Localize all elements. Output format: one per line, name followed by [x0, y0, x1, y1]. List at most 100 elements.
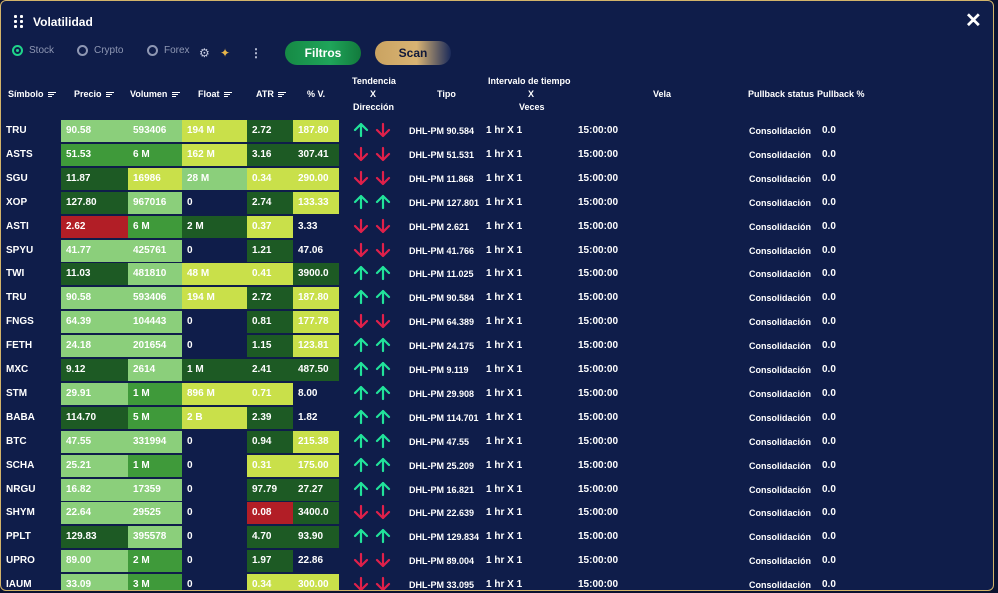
cell-tipo: DHL-PM 89.004	[409, 556, 475, 567]
cell-symbol: SCHA	[6, 459, 35, 471]
cell-atr: 2.72	[247, 287, 293, 310]
drag-handle-icon[interactable]	[14, 15, 26, 29]
radio-stock[interactable]: Stock	[12, 45, 54, 56]
arrow-down-icon	[353, 552, 369, 571]
cell-pullback-status: Consolidación	[749, 173, 812, 184]
table-row[interactable]: IAUM 33.09 3 M 0 0.34 300.00 DHL-PM 33.095 1 hr…	[1, 573, 993, 591]
filtros-button[interactable]: Filtros	[285, 41, 361, 65]
table-row[interactable]: ASTS 51.53 6 M 162 M 3.16 307.41 DHL-PM 51.531…	[1, 143, 993, 167]
header-precio-label: Precio	[74, 89, 102, 99]
title-bar: Volatilidad ✕	[1, 1, 993, 41]
cell-atr: 0.71	[247, 382, 293, 405]
table-row[interactable]: FETH 24.18 201654 0 1.15 123.81 DHL-PM 24.175 1…	[1, 334, 993, 358]
header-volumen-label: Volumen	[130, 89, 168, 99]
cell-vela: 15:00:00	[578, 411, 619, 423]
cell-pv: 27.27	[293, 478, 339, 501]
table-row[interactable]: MXC 9.12 2614 1 M 2.41 487.50 DHL-PM 9.119 1 hr…	[1, 358, 993, 382]
radio-crypto-label: Crypto	[94, 45, 124, 56]
cell-precio: 25.21	[61, 454, 128, 477]
table-row[interactable]: BTC 47.55 331994 0 0.94 215.38 DHL-PM 47.55 1 h…	[1, 430, 993, 454]
trend-arrows	[353, 289, 393, 307]
cell-float: 0	[187, 435, 193, 447]
arrow-down-icon	[353, 242, 369, 261]
cell-intervalo: 1 hr X 1	[486, 411, 523, 423]
cell-pullback-status: Consolidación	[749, 508, 812, 519]
header-simbolo[interactable]: Símbolo	[8, 89, 57, 99]
cell-float: 0	[187, 459, 193, 471]
cell-symbol: TWI	[6, 268, 25, 280]
cell-pullback-pct: 0.0	[822, 268, 836, 280]
cell-tipo: DHL-PM 29.908	[409, 388, 475, 399]
radio-unselected-icon	[77, 45, 88, 56]
header-precio[interactable]: Precio	[74, 89, 115, 99]
cell-vela: 15:00:00	[578, 316, 619, 328]
cell-pullback-status: Consolidación	[749, 221, 812, 232]
cell-tipo: DHL-PM 33.095	[409, 580, 475, 591]
scan-button[interactable]: Scan	[375, 41, 451, 65]
cell-volumen: 593406	[128, 120, 182, 142]
cell-volumen: 425761	[128, 239, 182, 262]
cell-tipo: DHL-PM 129.834	[409, 532, 480, 543]
table-row[interactable]: TRU 90.58 593406 194 M 2.72 187.80 DHL-PM 90.5…	[1, 119, 993, 143]
cell-symbol: ASTS	[6, 148, 33, 160]
close-icon[interactable]: ✕	[965, 10, 982, 32]
cell-volumen: 967016	[128, 191, 182, 214]
cell-atr: 97.79	[247, 478, 293, 501]
cell-symbol: STM	[6, 387, 28, 399]
trend-arrows	[353, 313, 393, 331]
more-vertical-icon[interactable]: ⋮	[250, 46, 262, 60]
arrow-up-icon	[353, 433, 369, 452]
cell-atr: 0.08	[247, 502, 293, 525]
header-volumen[interactable]: Volumen	[130, 89, 180, 99]
table-row[interactable]: TWI 11.03 481810 48 M 0.41 3900.0 DHL-PM 11.02…	[1, 262, 993, 286]
cell-pullback-pct: 0.0	[822, 244, 836, 256]
header-pv[interactable]: % V.	[307, 89, 326, 99]
cell-atr: 1.15	[247, 335, 293, 358]
radio-crypto[interactable]: Crypto	[77, 45, 123, 56]
cell-pullback-pct: 0.0	[822, 387, 836, 399]
cell-pullback-pct: 0.0	[822, 148, 836, 160]
cell-pullback-pct: 0.0	[822, 531, 836, 543]
table-row[interactable]: SGU 11.87 16986 28 M 0.34 290.00 DHL-PM 11.868…	[1, 167, 993, 191]
radio-forex[interactable]: Forex	[147, 45, 190, 56]
table-row[interactable]: XOP 127.80 967016 0 2.74 133.33 DHL-PM 127.801…	[1, 191, 993, 215]
table-row[interactable]: PPLT 129.83 395578 0 4.70 93.90 DHL-PM 129.834…	[1, 525, 993, 549]
table-row[interactable]: TRU 90.58 593406 194 M 2.72 187.80 DHL-PM 90.5…	[1, 286, 993, 310]
cell-pv: 487.50	[293, 359, 339, 381]
header-atr[interactable]: ATR	[256, 89, 287, 99]
trend-arrows	[353, 481, 393, 499]
table-row[interactable]: SCHA 25.21 1 M 0 0.31 175.00 DHL-PM 25.209 1 hr…	[1, 454, 993, 478]
table-row[interactable]: FNGS 64.39 104443 0 0.81 177.78 DHL-PM 64.389 1…	[1, 310, 993, 334]
header-atr-label: ATR	[256, 89, 274, 99]
table-row[interactable]: STM 29.91 1 M 896 M 0.71 8.00 DHL-PM 29.908 1 h…	[1, 382, 993, 406]
cell-pullback-status: Consolidación	[749, 532, 812, 543]
cell-intervalo: 1 hr X 1	[486, 364, 523, 375]
gear-icon[interactable]: ⚙	[199, 46, 210, 60]
cell-pullback-status: Consolidación	[749, 269, 812, 280]
cell-intervalo: 1 hr X 1	[486, 196, 523, 208]
table-row[interactable]: SHYM 22.64 29525 0 0.08 3400.0 DHL-PM 22.639 1 …	[1, 501, 993, 525]
cell-vela: 15:00:00	[578, 387, 619, 399]
cell-pullback-status: Consolidación	[749, 245, 812, 256]
table-row[interactable]: SPYU 41.77 425761 0 1.21 47.06 DHL-PM 41.766 1 …	[1, 239, 993, 263]
header-float[interactable]: Float	[198, 89, 233, 99]
trend-arrows	[353, 242, 393, 260]
cell-precio: 47.55	[61, 430, 128, 453]
header-pullback-status: Pullback status	[748, 89, 815, 99]
cell-atr: 0.34	[247, 574, 293, 590]
arrow-down-icon	[375, 504, 391, 523]
table-row[interactable]: UPRO 89.00 2 M 0 1.97 22.86 DHL-PM 89.004 1 hr …	[1, 549, 993, 573]
cell-vela: 15:00:00	[578, 555, 619, 567]
cell-tipo: DHL-PM 127.801	[409, 197, 480, 208]
cell-intervalo: 1 hr X 1	[486, 459, 523, 471]
arrow-down-icon	[353, 504, 369, 523]
cell-vela: 15:00:00	[578, 220, 619, 232]
sparkle-icon[interactable]: ✦	[220, 46, 231, 60]
table-row[interactable]: NRGU 16.82 17359 0 97.79 27.27 DHL-PM 16.821 1 …	[1, 478, 993, 502]
cell-float: 194 M	[182, 120, 247, 142]
cell-pv: 3.33	[298, 220, 318, 232]
cell-pullback-pct: 0.0	[822, 579, 836, 591]
arrow-up-icon	[353, 385, 369, 404]
